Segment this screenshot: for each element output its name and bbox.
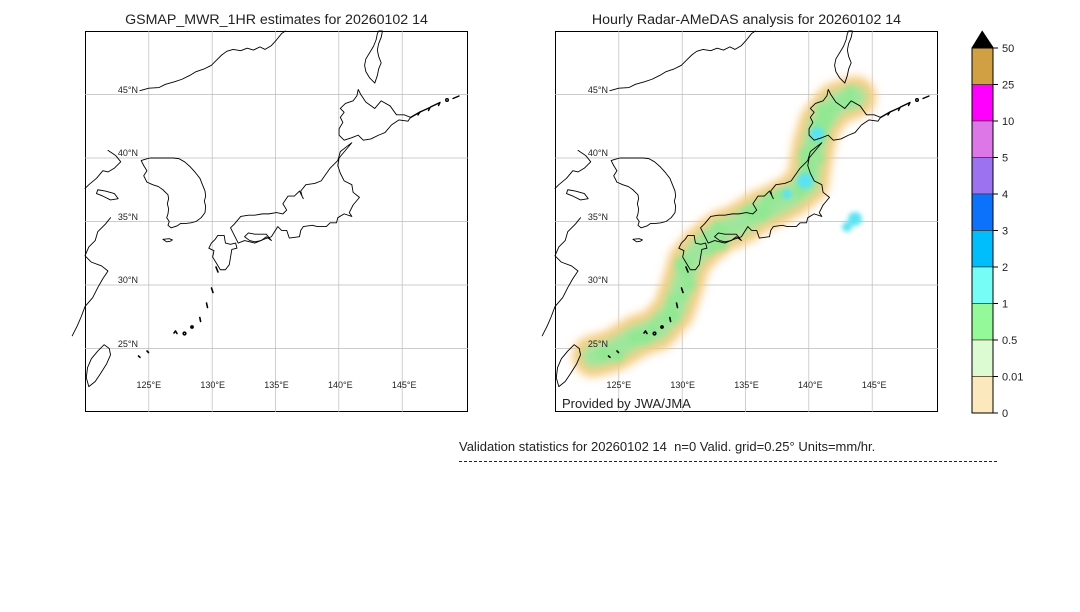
svg-text:50: 50 xyxy=(1002,43,1014,55)
svg-text:10: 10 xyxy=(1002,116,1014,128)
svg-text:0.01: 0.01 xyxy=(1002,372,1023,384)
svg-text:0.5: 0.5 xyxy=(1002,335,1017,347)
svg-text:5: 5 xyxy=(1002,153,1008,165)
svg-text:0: 0 xyxy=(1002,408,1008,420)
svg-text:4: 4 xyxy=(1002,189,1008,201)
svg-text:25: 25 xyxy=(1002,80,1014,92)
svg-text:2: 2 xyxy=(1002,262,1008,274)
svg-text:1: 1 xyxy=(1002,299,1008,311)
svg-text:3: 3 xyxy=(1002,226,1008,238)
